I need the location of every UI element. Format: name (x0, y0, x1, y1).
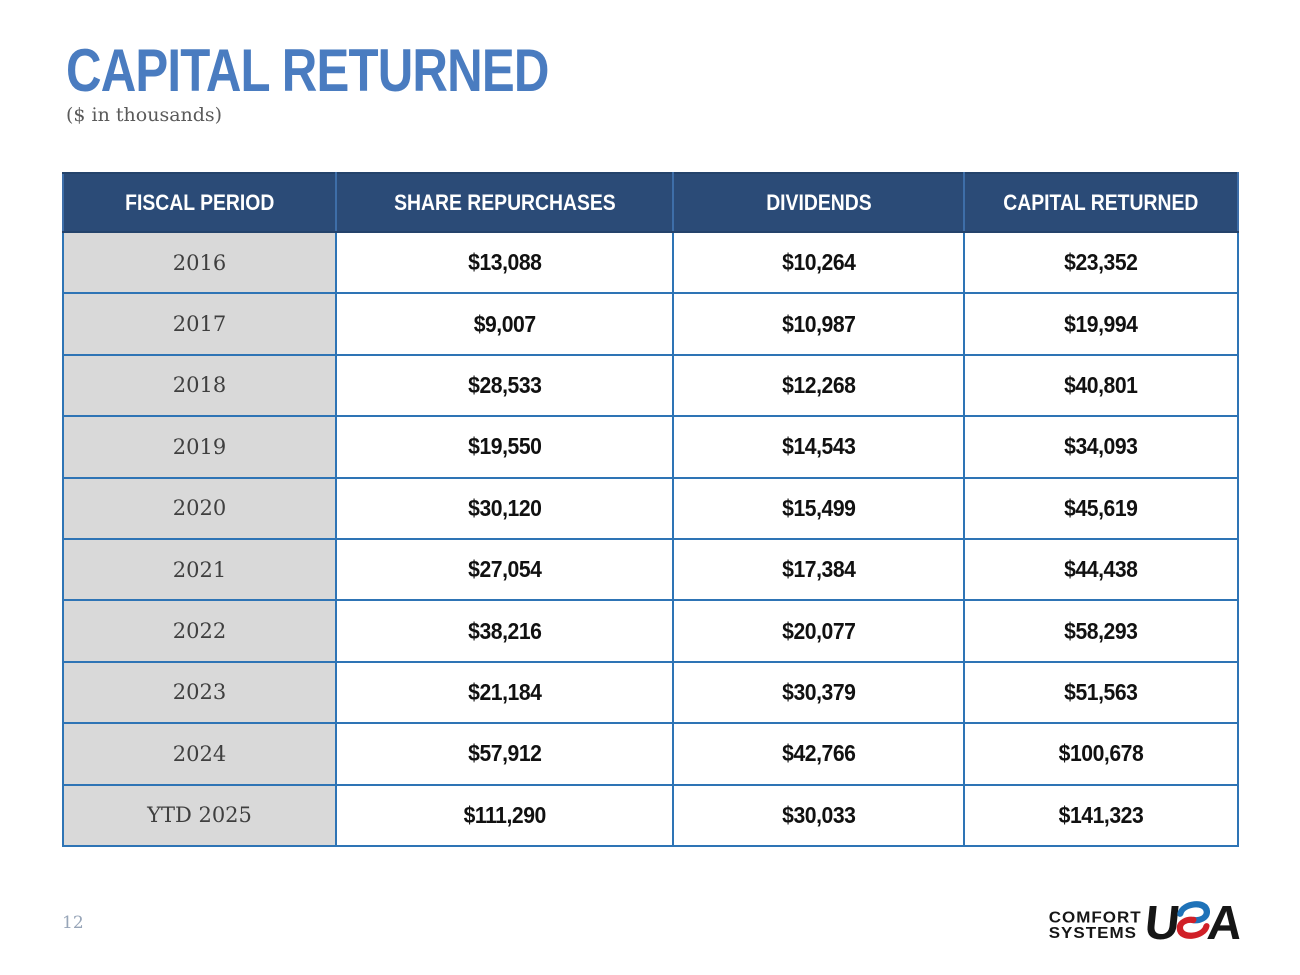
page-title: CAPITAL RETURNED (66, 37, 549, 104)
dividends-cell: $14,543 (672, 415, 965, 479)
table-row: 2019 $19,550 $14,543 $34,093 (62, 415, 1239, 479)
col-header-label: CAPITAL RETURNED (1003, 189, 1199, 215)
capital-returned-table: FISCAL PERIOD SHARE REPURCHASES DIVIDEND… (62, 172, 1239, 847)
table-row: 2017 $9,007 $10,987 $19,994 (62, 292, 1239, 356)
dividends-cell: $20,077 (672, 599, 965, 663)
fiscal-period-cell: 2016 (62, 230, 337, 295)
dividends-cell: $30,379 (672, 660, 965, 725)
col-header-label: SHARE REPURCHASES (393, 189, 616, 215)
col-header-label: DIVIDENDS (765, 189, 872, 215)
logo-wordmark: COMFORT SYSTEMS (1048, 908, 1142, 942)
table-row: 2018 $28,533 $12,268 $40,801 (62, 353, 1239, 418)
capital-returned-cell: $34,093 (963, 415, 1239, 479)
table-row: 2020 $30,120 $15,499 $45,619 (62, 476, 1239, 540)
share-repurchases-cell: $13,088 (335, 230, 674, 295)
logo-swoosh-s-icon (1172, 899, 1213, 950)
dividends-cell: $10,264 (672, 230, 965, 295)
table-row: 2023 $21,184 $30,379 $51,563 (62, 660, 1239, 725)
share-repurchases-cell: $111,290 (335, 783, 674, 847)
capital-returned-cell: $40,801 (963, 353, 1239, 418)
share-repurchases-cell: $38,216 (335, 599, 674, 663)
fiscal-period-cell: 2022 (62, 599, 337, 663)
logo-line-systems: SYSTEMS (1048, 923, 1137, 942)
capital-returned-cell: $44,438 (963, 537, 1239, 602)
fiscal-period-cell: 2019 (62, 415, 337, 479)
col-header-label: FISCAL PERIOD (124, 189, 275, 215)
capital-returned-cell: $45,619 (963, 476, 1239, 540)
share-repurchases-cell: $27,054 (335, 537, 674, 602)
capital-returned-cell: $51,563 (963, 660, 1239, 725)
logo-line-comfort: COMFORT (1048, 908, 1142, 926)
col-header-capital-returned: CAPITAL RETURNED (963, 172, 1239, 233)
col-header-dividends: DIVIDENDS (672, 172, 965, 233)
page-number: 12 (62, 913, 84, 933)
share-repurchases-cell: $30,120 (335, 476, 674, 540)
fiscal-period-cell: 2021 (62, 537, 337, 602)
comfort-systems-usa-logo: COMFORT SYSTEMS U A (1048, 897, 1243, 950)
dividends-cell: $10,987 (672, 292, 965, 356)
logo-usa-text: U A (1142, 897, 1243, 950)
dividends-cell: $42,766 (672, 722, 965, 786)
fiscal-period-cell: YTD 2025 (62, 783, 337, 847)
share-repurchases-cell: $9,007 (335, 292, 674, 356)
dividends-cell: $12,268 (672, 353, 965, 418)
capital-returned-cell: $23,352 (963, 230, 1239, 295)
table-row: 2021 $27,054 $17,384 $44,438 (62, 537, 1239, 602)
share-repurchases-cell: $57,912 (335, 722, 674, 786)
capital-returned-cell: $58,293 (963, 599, 1239, 663)
table-row: 2016 $13,088 $10,264 $23,352 (62, 230, 1239, 295)
capital-returned-cell: $19,994 (963, 292, 1239, 356)
fiscal-period-cell: 2018 (62, 353, 337, 418)
share-repurchases-cell: $28,533 (335, 353, 674, 418)
capital-returned-cell: $141,323 (963, 783, 1239, 847)
capital-returned-cell: $100,678 (963, 722, 1239, 786)
fiscal-period-cell: 2023 (62, 660, 337, 725)
col-header-fiscal-period: FISCAL PERIOD (62, 172, 337, 233)
table-header-row: FISCAL PERIOD SHARE REPURCHASES DIVIDEND… (62, 172, 1239, 233)
table-row: 2022 $38,216 $20,077 $58,293 (62, 599, 1239, 663)
share-repurchases-cell: $19,550 (335, 415, 674, 479)
col-header-share-repurchases: SHARE REPURCHASES (335, 172, 674, 233)
share-repurchases-cell: $21,184 (335, 660, 674, 725)
table-row: 2024 $57,912 $42,766 $100,678 (62, 722, 1239, 786)
fiscal-period-cell: 2024 (62, 722, 337, 786)
fiscal-period-cell: 2017 (62, 292, 337, 356)
table-row: YTD 2025 $111,290 $30,033 $141,323 (62, 783, 1239, 847)
page-subtitle: ($ in thousands) (66, 104, 223, 126)
dividends-cell: $30,033 (672, 783, 965, 847)
fiscal-period-cell: 2020 (62, 476, 337, 540)
dividends-cell: $17,384 (672, 537, 965, 602)
dividends-cell: $15,499 (672, 476, 965, 540)
